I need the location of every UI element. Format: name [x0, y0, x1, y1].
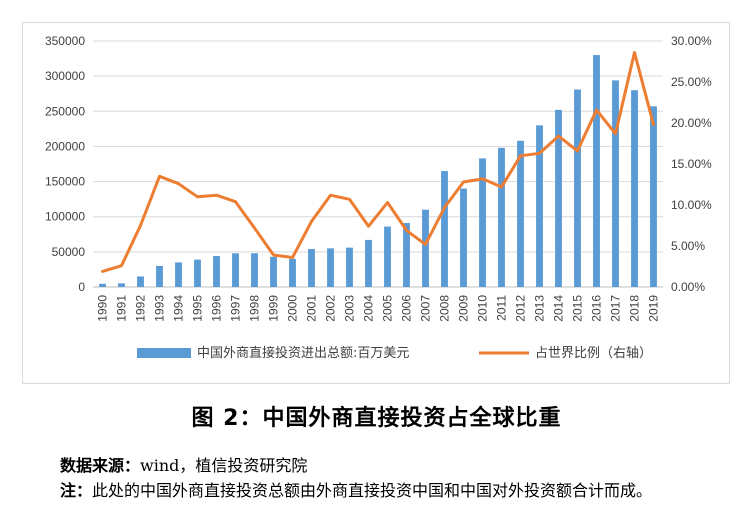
x-axis-tick-label: 1991: [115, 295, 129, 322]
bar: [460, 188, 467, 287]
right-axis-tick-label: 25.00%: [671, 75, 712, 89]
bar: [555, 109, 562, 287]
bar: [175, 262, 182, 287]
bar: [422, 209, 429, 287]
x-axis-tick-label: 2002: [324, 295, 338, 322]
right-axis-tick-label: 0.00%: [671, 280, 705, 294]
x-axis-tick-label: 1999: [267, 295, 281, 322]
bar: [612, 80, 619, 287]
x-axis-tick-label: 2017: [609, 295, 623, 322]
right-axis-tick-label: 10.00%: [671, 198, 712, 212]
x-axis-tick-label: 2013: [533, 295, 547, 322]
bar: [479, 158, 486, 287]
share-line: [101, 51, 655, 273]
bar: [365, 239, 372, 287]
x-axis-tick-label: 2014: [552, 295, 566, 322]
bar: [194, 259, 201, 287]
bar: [384, 226, 391, 287]
x-axis-tick-label: 2019: [647, 295, 661, 322]
bar: [270, 256, 277, 287]
bar: [403, 223, 410, 287]
bar: [593, 55, 600, 287]
bar: [289, 258, 296, 287]
x-axis-tick-label: 2009: [457, 295, 471, 322]
x-axis-tick-label: 2015: [571, 295, 585, 322]
x-axis-tick-label: 1990: [96, 295, 110, 322]
x-axis-tick-label: 1995: [191, 295, 205, 322]
x-axis-tick-label: 1998: [248, 295, 262, 322]
data-source: 数据来源：wind，植信投资研究院: [60, 452, 307, 476]
bar: [213, 256, 220, 287]
x-axis-tick-label: 1996: [210, 295, 224, 322]
bar: [99, 283, 106, 287]
x-axis-tick-label: 2005: [381, 295, 395, 322]
x-axis-tick-label: 2006: [400, 295, 414, 322]
bar: [137, 276, 144, 287]
x-axis-tick-label: 2012: [514, 295, 528, 322]
left-axis-tick-label: 0: [78, 280, 85, 294]
x-axis-tick-label: 2000: [286, 295, 300, 322]
x-axis-tick-label: 1993: [153, 295, 167, 322]
bar: [441, 171, 448, 287]
legend-label-bars: 中国外商直接投资进出总额:百万美元: [197, 345, 409, 361]
combo-chart: 0 50000 100000 150000 200000 250000 300000 3500…: [45, 34, 712, 361]
left-axis-tick-label: 100000: [45, 210, 85, 224]
left-axis-tick-label: 300000: [45, 69, 85, 83]
source-label: 数据来源：: [60, 456, 141, 475]
left-axis-tick-label: 150000: [45, 175, 85, 189]
figure-title: 图 2：中国外商直接投资占全球比重: [191, 406, 562, 431]
right-axis-tick-label: 20.00%: [671, 116, 712, 130]
bar: [118, 283, 125, 287]
x-axis-tick-label: 2011: [495, 295, 509, 321]
left-axis-tick-label: 50000: [52, 245, 86, 259]
bar: [536, 125, 543, 287]
bar: [346, 247, 353, 287]
bar: [251, 253, 258, 287]
footnote: 注：此处的中国外商直接投资总额由外商直接投资中国和中国对外投资额合计而成。: [0, 478, 745, 504]
left-axis-tick-label: 200000: [45, 139, 85, 153]
bar: [327, 248, 334, 287]
x-axis-tick-label: 2018: [628, 295, 642, 322]
bar: [517, 140, 524, 287]
chart-frame: 0 50000 100000 150000 200000 250000 300000 3500…: [22, 22, 730, 384]
right-axis-tick-label: 5.00%: [671, 239, 705, 253]
legend-label-line: 占世界比例（右轴）: [535, 346, 652, 361]
x-axis-tick-label: 1992: [134, 295, 148, 322]
x-axis-tick-label: 2007: [419, 295, 433, 322]
bar: [498, 147, 505, 287]
bar: [156, 265, 163, 287]
x-axis-tick-label: 2003: [343, 295, 357, 322]
right-axis-tick-label: 15.00%: [671, 157, 712, 171]
legend-swatch-bars: [137, 348, 191, 358]
x-axis-tick-label: 1994: [172, 295, 186, 322]
bar: [574, 89, 581, 287]
source-text: wind，植信投资研究院: [140, 456, 308, 475]
x-axis-tick-label: 1997: [229, 295, 243, 322]
x-axis-tick-label: 2016: [590, 295, 604, 322]
left-axis-tick-label: 350000: [45, 34, 85, 48]
bar: [631, 90, 638, 287]
x-axis-tick-label: 2008: [438, 295, 452, 322]
bar: [308, 249, 315, 287]
x-axis-tick-label: 2010: [476, 295, 490, 322]
bar: [232, 253, 239, 287]
x-axis-tick-label: 2001: [305, 295, 319, 322]
bar: [650, 106, 657, 287]
note-label: 注：: [60, 481, 93, 500]
left-axis-tick-label: 250000: [45, 104, 85, 118]
right-axis-tick-label: 30.00%: [671, 34, 712, 48]
note-text: 此处的中国外商直接投资总额由外商直接投资中国和中国对外投资额合计而成。: [92, 481, 653, 500]
x-axis-tick-label: 2004: [362, 295, 376, 322]
